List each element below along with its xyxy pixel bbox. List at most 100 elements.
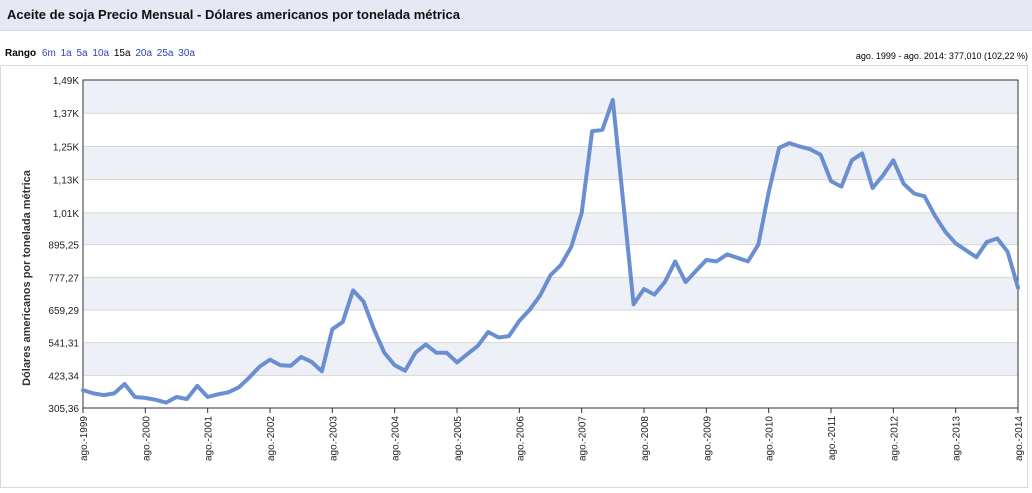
range-summary: ago. 1999 - ago. 2014: 377,010 (102,22 %… <box>855 51 1028 61</box>
data-point <box>995 236 999 240</box>
data-point <box>736 256 740 260</box>
data-point <box>320 369 324 373</box>
data-point <box>528 308 532 312</box>
data-point <box>933 214 937 218</box>
x-tick-label: ago.-2013 <box>952 416 963 461</box>
y-tick-label: 1,01K <box>53 209 79 220</box>
data-point <box>590 129 594 133</box>
data-point <box>102 393 106 397</box>
data-point <box>413 351 417 355</box>
grid-band <box>83 80 1018 114</box>
data-point <box>81 388 85 392</box>
data-point <box>476 344 480 348</box>
data-point <box>123 382 127 386</box>
data-point <box>237 385 241 389</box>
y-tick-label: 777,27 <box>48 273 79 284</box>
data-point <box>133 395 137 399</box>
data-point <box>559 263 563 267</box>
x-tick-label: ago.-2006 <box>515 416 526 461</box>
data-point <box>549 273 553 277</box>
data-point <box>538 293 542 297</box>
x-tick-label: ago.-2005 <box>453 416 464 461</box>
range-label: Rango <box>5 48 37 59</box>
data-point <box>393 363 397 367</box>
x-tick-label: ago.-1999 <box>79 416 90 461</box>
y-tick-label: 1,13K <box>53 176 79 187</box>
range-option-15a[interactable]: 15a <box>113 48 131 59</box>
range-option-25a[interactable]: 25a <box>156 48 174 59</box>
range-option-1a[interactable]: 1a <box>60 48 72 59</box>
data-point <box>341 320 345 324</box>
data-point <box>289 364 293 368</box>
data-point <box>860 151 864 155</box>
y-tick-label: 541,31 <box>48 339 79 350</box>
data-point <box>808 147 812 151</box>
data-point <box>258 365 262 369</box>
range-option-5a[interactable]: 5a <box>76 48 88 59</box>
data-point <box>351 288 355 292</box>
data-point <box>839 185 843 189</box>
grid-band <box>83 146 1018 180</box>
data-point <box>787 141 791 145</box>
data-point <box>403 369 407 373</box>
title-bar: Aceite de soja Precio Mensual - Dólares … <box>0 0 1032 31</box>
x-tick-label: ago.-2009 <box>702 416 713 461</box>
data-point <box>715 259 719 263</box>
data-point <box>278 363 282 367</box>
data-point <box>850 158 854 162</box>
data-point <box>206 395 210 399</box>
data-point <box>756 243 760 247</box>
series-line <box>81 97 1020 405</box>
data-point <box>517 319 521 323</box>
data-point <box>185 397 189 401</box>
data-point <box>382 351 386 355</box>
data-point <box>154 398 158 402</box>
data-point <box>663 280 667 284</box>
data-point <box>694 269 698 273</box>
data-point <box>424 342 428 346</box>
data-point <box>725 252 729 256</box>
range-selector: Rango 6m 1a 5a 10a 15a 20a 25a 30a <box>5 48 197 59</box>
data-point <box>871 186 875 190</box>
x-tick-label: ago.-2008 <box>640 416 651 461</box>
chart-frame <box>0 65 1028 488</box>
range-option-10a[interactable]: 10a <box>92 48 110 59</box>
data-point <box>164 401 168 405</box>
data-point <box>486 330 490 334</box>
data-point <box>216 392 220 396</box>
data-point <box>673 259 677 263</box>
range-option-20a[interactable]: 20a <box>135 48 153 59</box>
y-axis-title: Dólares americanos por tonelada métrica <box>21 169 33 386</box>
data-point <box>1016 286 1020 290</box>
x-tick-label: ago.-2003 <box>328 416 339 461</box>
y-tick-label: 1,49K <box>53 76 79 87</box>
data-point <box>465 352 469 356</box>
range-option-6m[interactable]: 6m <box>41 48 56 59</box>
data-point <box>175 395 179 399</box>
data-point <box>902 182 906 186</box>
grid-band <box>83 277 1018 311</box>
data-point <box>247 376 251 380</box>
data-point <box>600 128 604 132</box>
y-tick-label: 423,34 <box>48 371 79 382</box>
data-point <box>642 287 646 291</box>
data-point <box>621 200 625 204</box>
data-point <box>777 146 781 150</box>
data-point <box>310 360 314 364</box>
x-tick-label: ago.-2007 <box>578 416 589 461</box>
data-point <box>507 334 511 338</box>
data-point <box>881 174 885 178</box>
data-point <box>330 327 334 331</box>
data-point <box>746 259 750 263</box>
data-point <box>912 192 916 196</box>
data-point <box>112 391 116 395</box>
x-tick-label: ago.-2002 <box>266 416 277 461</box>
grid-band <box>83 342 1018 376</box>
data-point <box>974 255 978 259</box>
data-point <box>569 245 573 249</box>
data-point <box>954 241 958 245</box>
data-point <box>652 293 656 297</box>
data-point <box>1006 250 1010 254</box>
range-option-30a[interactable]: 30a <box>178 48 195 59</box>
data-point <box>434 351 438 355</box>
